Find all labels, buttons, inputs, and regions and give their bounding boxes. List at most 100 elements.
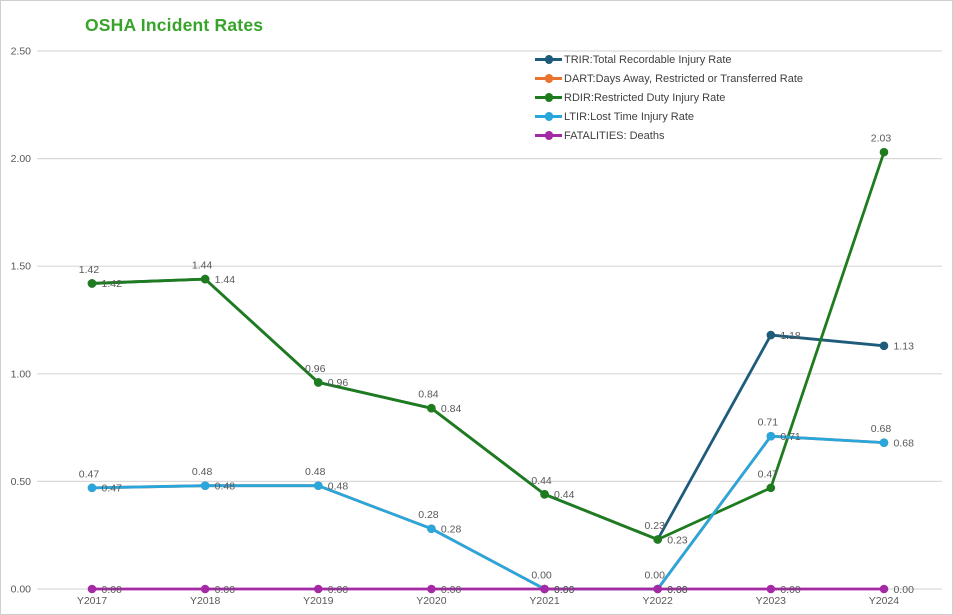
- y-axis-tick-label: 2.50: [11, 46, 32, 58]
- legend-item-TRIR: TRIR:Total Recordable Injury Rate: [535, 50, 803, 69]
- legend-label-LTIR: LTIR:Lost Time Injury Rate: [564, 110, 695, 123]
- legend-label-DART: DART:Days Away, Restricted or Transferre…: [564, 72, 804, 85]
- x-axis-tick-label: Y2020: [416, 595, 447, 607]
- data-point-LTIR-Y2020: [427, 524, 436, 534]
- x-axis-tick-label: Y2017: [77, 595, 108, 607]
- y-axis-tick-label: 0.50: [11, 476, 32, 488]
- data-label-RDIR-Y2024: 2.03: [871, 133, 892, 145]
- y-axis-tick-label: 2.00: [11, 153, 32, 165]
- legend-label-FATALITIES: FATALITIES: Deaths: [564, 129, 665, 142]
- x-axis-labels: Y2017 Y2018 Y2019 Y2020 Y2021 Y2022 Y2023 Y2024: [77, 595, 900, 607]
- data-label-LTIR-Y2023: 0.71: [758, 417, 779, 429]
- data-label-RDIR-Y2023: 0.47: [758, 468, 779, 480]
- data-point-LTIR-Y2018: [200, 481, 210, 491]
- legend-item-LTIR: LTIR:Lost Time Injury Rate: [535, 107, 803, 126]
- series-line-TRIR: [91, 277, 885, 541]
- data-label-LTIR-Y2021: 0.00: [531, 570, 552, 582]
- legend-marker-FATALITIES-icon: [535, 131, 562, 140]
- legend-item-DART: DART:Days Away, Restricted or Transferre…: [535, 69, 803, 88]
- data-label-RDIR-Y2019: 0.96: [305, 363, 326, 375]
- data-label-RDIR-Y2020: 0.84: [418, 389, 439, 401]
- y-axis-tick-label: 1.50: [11, 261, 32, 273]
- data-point-RDIR-Y2024: [879, 147, 889, 157]
- data-point-RDIR-Y2017: [87, 279, 97, 288]
- data-label-FATALITIES-Y2024: 0.00: [893, 584, 914, 596]
- series-LTIR: [87, 431, 889, 594]
- data-point-TRIR-Y2024: [879, 341, 889, 351]
- data-label-DART-Y2017: 0.47: [102, 483, 123, 495]
- y-axis-tick-label: 0.00: [11, 584, 32, 596]
- data-label-LTIR-Y2017: 0.47: [79, 468, 100, 480]
- legend-label-TRIR: TRIR:Total Recordable Injury Rate: [564, 53, 732, 66]
- legend-item-RDIR: RDIR:Restricted Duty Injury Rate: [535, 88, 803, 107]
- data-label-TRIR-Y2018: 1.44: [215, 274, 236, 286]
- data-label-TRIR-Y2023: 1.18: [780, 330, 801, 342]
- data-point-RDIR-Y2022: [653, 535, 662, 544]
- data-point-TRIR-Y2023: [766, 330, 776, 340]
- data-point-FATALITIES-Y2024: [879, 584, 889, 594]
- series-RDIR: [87, 147, 889, 544]
- data-label-FATALITIES-Y2022: 0.00: [667, 584, 688, 596]
- data-label-FATALITIES-Y2019: 0.00: [328, 584, 349, 596]
- data-point-RDIR-Y2021: [540, 490, 549, 499]
- y-axis-tick-label: 1.00: [11, 368, 32, 380]
- data-label-DART-Y2021: 0.00: [554, 584, 575, 596]
- data-label-TRIR-Y2022: 0.23: [667, 534, 688, 546]
- series-line-DART: [91, 434, 885, 591]
- data-point-RDIR-Y2023: [766, 483, 776, 493]
- data-label-FATALITIES-Y2023: 0.00: [780, 584, 801, 596]
- data-label-DART-Y2018: 0.48: [215, 481, 236, 493]
- data-label-FATALITIES-Y2021: 0.00: [554, 584, 575, 596]
- x-axis-tick-label: Y2024: [869, 595, 900, 607]
- data-label-TRIR-Y2024: 1.13: [893, 341, 914, 353]
- data-label-FATALITIES-Y2020: 0.00: [441, 584, 462, 596]
- data-label-LTIR-Y2022: 0.00: [644, 570, 665, 582]
- data-label-FATALITIES-Y2017: 0.00: [102, 584, 123, 596]
- data-label-TRIR-Y2019: 0.96: [328, 377, 349, 389]
- series-line-LTIR: [91, 434, 885, 591]
- data-point-FATALITIES-Y2018: [200, 584, 210, 594]
- data-label-RDIR-Y2017: 1.42: [79, 264, 100, 276]
- data-point-RDIR-Y2020: [427, 403, 436, 413]
- data-label-FATALITIES-Y2018: 0.00: [215, 584, 236, 596]
- x-axis-tick-label: Y2019: [303, 595, 334, 607]
- gridlines: 0.00 0.50 1.00 1.50 2.00 2.50: [11, 46, 942, 596]
- data-label-DART-Y2024: 0.68: [893, 437, 914, 449]
- data-point-LTIR-Y2023: [766, 431, 776, 441]
- data-label-TRIR-Y2020: 0.84: [441, 403, 462, 415]
- data-point-FATALITIES-Y2020: [427, 584, 436, 594]
- legend-marker-RDIR-icon: [535, 93, 562, 102]
- data-point-FATALITIES-Y2023: [766, 584, 776, 594]
- legend-marker-DART-icon: [535, 74, 562, 83]
- data-label-DART-Y2023: 0.71: [780, 431, 801, 443]
- data-point-FATALITIES-Y2022: [653, 584, 662, 594]
- series-FATALITIES: [87, 584, 889, 594]
- data-label-TRIR-Y2017: 1.42: [102, 278, 123, 290]
- data-label-LTIR-Y2024: 0.68: [871, 423, 892, 435]
- data-label-DART-Y2022: 0.00: [667, 584, 688, 596]
- series-TRIR: [87, 274, 889, 544]
- data-label-LTIR-Y2018: 0.48: [192, 466, 213, 478]
- legend-marker-TRIR-icon: [535, 55, 562, 64]
- data-point-FATALITIES-Y2019: [313, 584, 323, 594]
- data-label-DART-Y2020: 0.28: [441, 524, 462, 536]
- data-label-LTIR-Y2020: 0.28: [418, 509, 439, 521]
- data-label-LTIR-Y2019: 0.48: [305, 466, 326, 478]
- data-label-DART-Y2019: 0.48: [328, 481, 349, 493]
- data-point-FATALITIES-Y2017: [87, 584, 97, 594]
- x-axis-tick-label: Y2018: [190, 595, 221, 607]
- series-line-RDIR: [91, 151, 886, 541]
- data-label-RDIR-Y2022: 0.23: [644, 520, 665, 532]
- data-label-RDIR-Y2021: 0.44: [531, 475, 552, 487]
- data-label-RDIR-Y2018: 1.44: [192, 260, 213, 272]
- data-point-LTIR-Y2017: [87, 483, 97, 493]
- legend-item-FATALITIES: FATALITIES: Deaths: [535, 126, 803, 145]
- data-label-TRIR-Y2021: 0.44: [554, 489, 575, 501]
- data-point-LTIR-Y2024: [879, 438, 889, 447]
- data-labels: 1.42 1.44 0.96 0.84 0.44 0.23 1.18 1.13 0.47 0.48…: [79, 133, 914, 596]
- legend-label-RDIR: RDIR:Restricted Duty Injury Rate: [564, 91, 726, 104]
- series-DART: [87, 431, 889, 594]
- data-point-FATALITIES-Y2021: [540, 584, 549, 594]
- data-point-RDIR-Y2019: [313, 378, 323, 387]
